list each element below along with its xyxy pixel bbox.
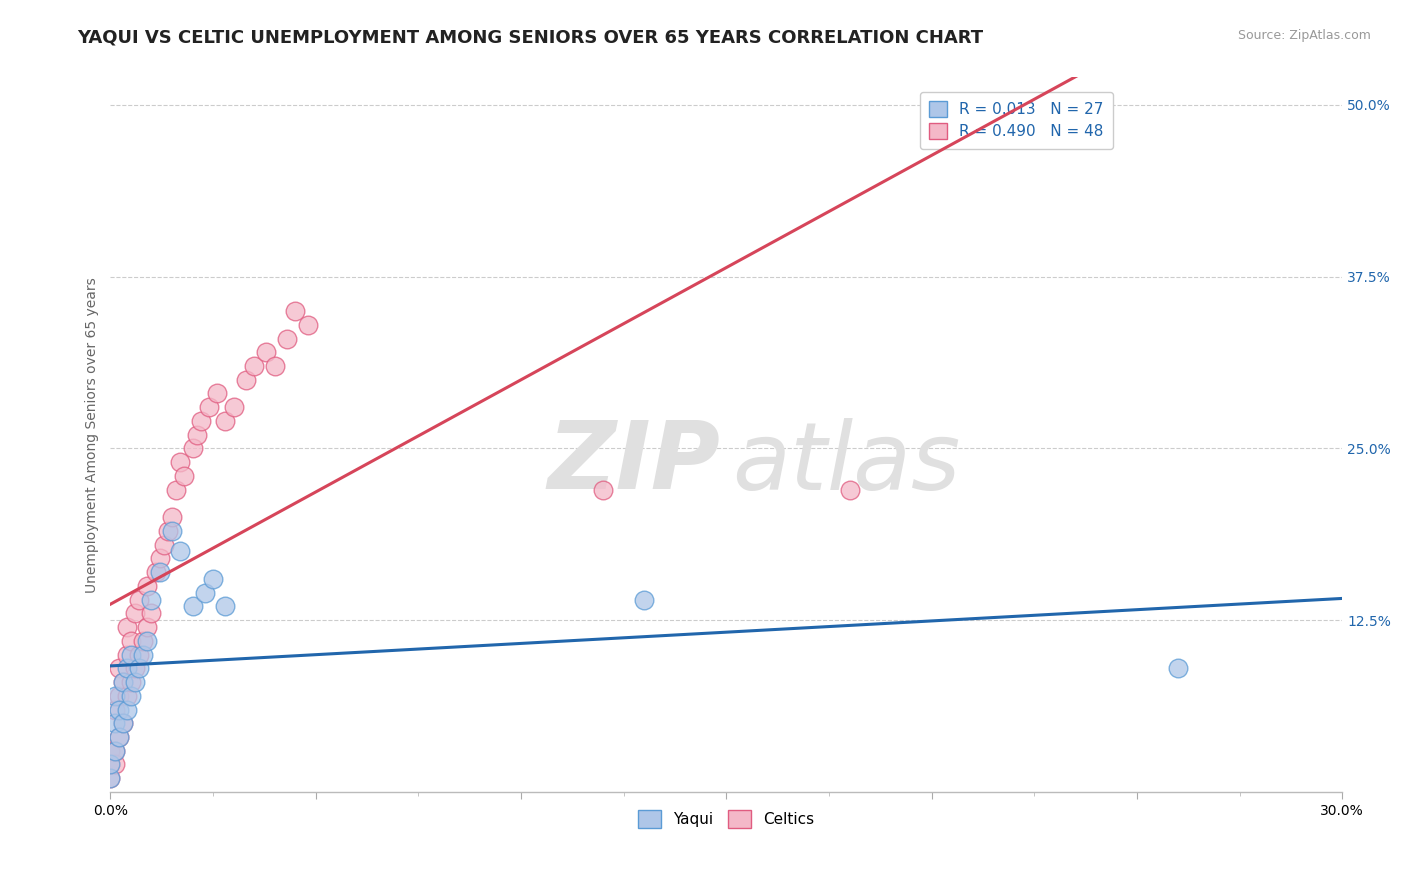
Point	[136, 579, 159, 593]
Point	[124, 675, 146, 690]
Point	[107, 702, 129, 716]
Point	[145, 565, 167, 579]
Text: ZIP: ZIP	[547, 417, 720, 509]
Point	[235, 373, 257, 387]
Point	[169, 455, 191, 469]
Point	[132, 648, 155, 662]
Point	[205, 386, 228, 401]
Y-axis label: Unemployment Among Seniors over 65 years: Unemployment Among Seniors over 65 years	[86, 277, 100, 592]
Point	[838, 483, 860, 497]
Point	[263, 359, 285, 373]
Point	[124, 661, 146, 675]
Point	[136, 620, 159, 634]
Point	[152, 538, 174, 552]
Point	[214, 599, 236, 614]
Point	[214, 414, 236, 428]
Point	[276, 332, 298, 346]
Point	[111, 675, 134, 690]
Point	[115, 648, 138, 662]
Point	[156, 524, 179, 538]
Point	[111, 675, 134, 690]
Point	[141, 607, 163, 621]
Point	[128, 592, 150, 607]
Point	[128, 661, 150, 675]
Point	[149, 551, 172, 566]
Point	[160, 524, 183, 538]
Point	[190, 414, 212, 428]
Point	[132, 633, 155, 648]
Point	[111, 716, 134, 731]
Point	[165, 483, 187, 497]
Point	[136, 633, 159, 648]
Point	[297, 318, 319, 332]
Point	[181, 442, 204, 456]
Point	[100, 757, 122, 772]
Point	[633, 592, 655, 607]
Point	[103, 702, 125, 716]
Point	[256, 345, 278, 359]
Point	[120, 648, 142, 662]
Point	[222, 401, 245, 415]
Point	[181, 599, 204, 614]
Point	[284, 304, 307, 318]
Point	[120, 675, 142, 690]
Point	[194, 585, 217, 599]
Point	[100, 757, 122, 772]
Point	[103, 689, 125, 703]
Point	[141, 592, 163, 607]
Point	[149, 565, 172, 579]
Point	[103, 716, 125, 731]
Point	[100, 771, 122, 785]
Point	[115, 702, 138, 716]
Point	[107, 730, 129, 744]
Point	[107, 661, 129, 675]
Point	[103, 744, 125, 758]
Point	[107, 730, 129, 744]
Point	[103, 744, 125, 758]
Point	[115, 689, 138, 703]
Point	[202, 572, 225, 586]
Legend: Yaqui, Celtics: Yaqui, Celtics	[631, 804, 821, 834]
Point	[160, 510, 183, 524]
Point	[100, 744, 122, 758]
Point	[243, 359, 266, 373]
Point	[186, 427, 208, 442]
Point	[173, 469, 195, 483]
Point	[124, 607, 146, 621]
Text: Source: ZipAtlas.com: Source: ZipAtlas.com	[1237, 29, 1371, 42]
Point	[100, 771, 122, 785]
Point	[115, 620, 138, 634]
Point	[107, 689, 129, 703]
Point	[1167, 661, 1189, 675]
Text: atlas: atlas	[733, 417, 960, 508]
Point	[198, 401, 221, 415]
Text: YAQUI VS CELTIC UNEMPLOYMENT AMONG SENIORS OVER 65 YEARS CORRELATION CHART: YAQUI VS CELTIC UNEMPLOYMENT AMONG SENIO…	[77, 29, 983, 46]
Point	[128, 648, 150, 662]
Point	[103, 757, 125, 772]
Point	[111, 716, 134, 731]
Point	[169, 544, 191, 558]
Point	[120, 633, 142, 648]
Point	[115, 661, 138, 675]
Point	[592, 483, 614, 497]
Point	[120, 689, 142, 703]
